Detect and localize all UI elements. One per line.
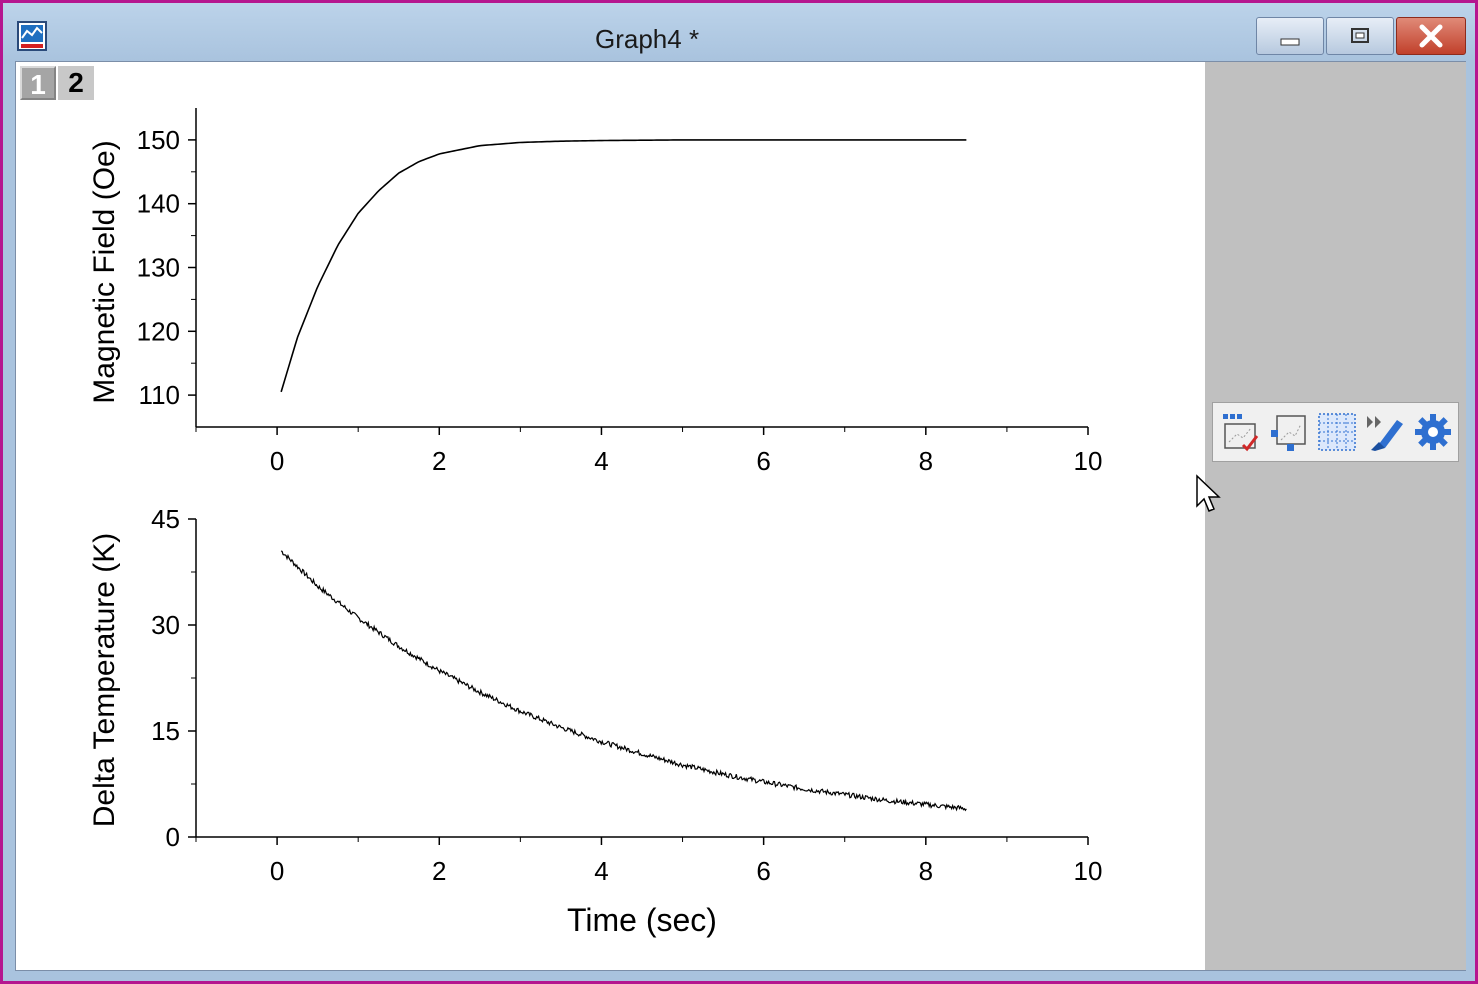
window-title: Graph4 * bbox=[595, 24, 700, 54]
y-tick-label: 130 bbox=[137, 253, 180, 283]
x-tick-label: 4 bbox=[594, 446, 608, 476]
top-y-axis-title[interactable]: Magnetic Field (Oe) bbox=[88, 140, 121, 403]
y-tick-label: 110 bbox=[139, 380, 180, 410]
x-tick-label: 6 bbox=[756, 446, 770, 476]
rescale-icon[interactable] bbox=[1269, 412, 1309, 452]
restore-icon bbox=[1351, 28, 1369, 43]
bottom-axis-ticks: 0 2 4 6 8 10 0 15 30 45 bbox=[151, 504, 1102, 886]
layer-1-plot[interactable]: 0 2 4 6 8 10 110 120 130 140 150 Magnetic Field (O… bbox=[88, 108, 1102, 476]
x-tick-label: 8 bbox=[919, 446, 933, 476]
x-tick-label: 0 bbox=[270, 446, 284, 476]
top-axis-ticks: 0 2 4 6 8 10 110 120 130 140 150 bbox=[137, 125, 1103, 476]
grid-pattern-icon[interactable] bbox=[1317, 412, 1357, 452]
graph-window-icon[interactable] bbox=[17, 21, 47, 51]
layer-tab-1[interactable]: 1 bbox=[20, 66, 56, 100]
minimize-icon bbox=[1280, 38, 1300, 46]
title-bar[interactable]: Graph4 * bbox=[3, 3, 1475, 61]
y-tick-label: 30 bbox=[151, 610, 180, 640]
y-tick-label: 15 bbox=[151, 716, 180, 746]
delta-temperature-curve[interactable] bbox=[280, 550, 967, 812]
x-tick-label: 10 bbox=[1074, 446, 1103, 476]
format-brush-icon[interactable] bbox=[1365, 412, 1405, 452]
layer-tab-2[interactable]: 2 bbox=[58, 66, 94, 100]
x-tick-label: 0 bbox=[270, 856, 284, 886]
bottom-x-axis-title[interactable]: Time (sec) bbox=[567, 902, 717, 938]
x-tick-label: 2 bbox=[432, 446, 446, 476]
y-tick-label: 120 bbox=[137, 316, 180, 346]
y-tick-label: 140 bbox=[137, 189, 180, 219]
layer-scale-icon[interactable] bbox=[1221, 412, 1261, 452]
x-tick-label: 2 bbox=[432, 856, 446, 886]
close-icon bbox=[1419, 24, 1443, 48]
y-tick-label: 150 bbox=[137, 125, 180, 155]
side-panel bbox=[1205, 62, 1466, 970]
x-tick-label: 8 bbox=[919, 856, 933, 886]
bottom-y-axis-title[interactable]: Delta Temperature (K) bbox=[88, 533, 121, 828]
x-tick-label: 4 bbox=[594, 856, 608, 886]
graph-client-area[interactable]: 1 2 0 2 4 6 8 10 110 120 130 140 150 Magnetic Fiel… bbox=[15, 61, 1466, 971]
restore-button[interactable] bbox=[1326, 17, 1394, 55]
x-tick-label: 10 bbox=[1074, 856, 1103, 886]
window-bottom-border bbox=[15, 971, 1466, 981]
mouse-cursor-icon bbox=[1196, 474, 1221, 512]
minimize-button[interactable] bbox=[1256, 17, 1324, 55]
mini-toolbar bbox=[1212, 402, 1459, 462]
layer-2-plot[interactable]: 0 2 4 6 8 10 0 15 30 45 Delta Temperature (K) Tim… bbox=[88, 504, 1102, 938]
close-button[interactable] bbox=[1396, 17, 1466, 55]
y-tick-label: 0 bbox=[166, 822, 180, 852]
x-tick-label: 6 bbox=[756, 856, 770, 886]
magnetic-field-curve[interactable] bbox=[280, 139, 967, 393]
gear-icon[interactable] bbox=[1413, 412, 1453, 452]
y-tick-label: 45 bbox=[151, 504, 180, 534]
